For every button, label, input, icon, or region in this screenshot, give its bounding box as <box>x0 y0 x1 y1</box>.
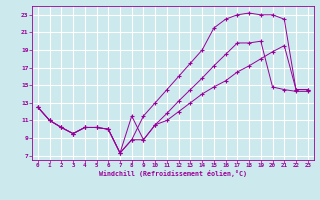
X-axis label: Windchill (Refroidissement éolien,°C): Windchill (Refroidissement éolien,°C) <box>99 170 247 177</box>
